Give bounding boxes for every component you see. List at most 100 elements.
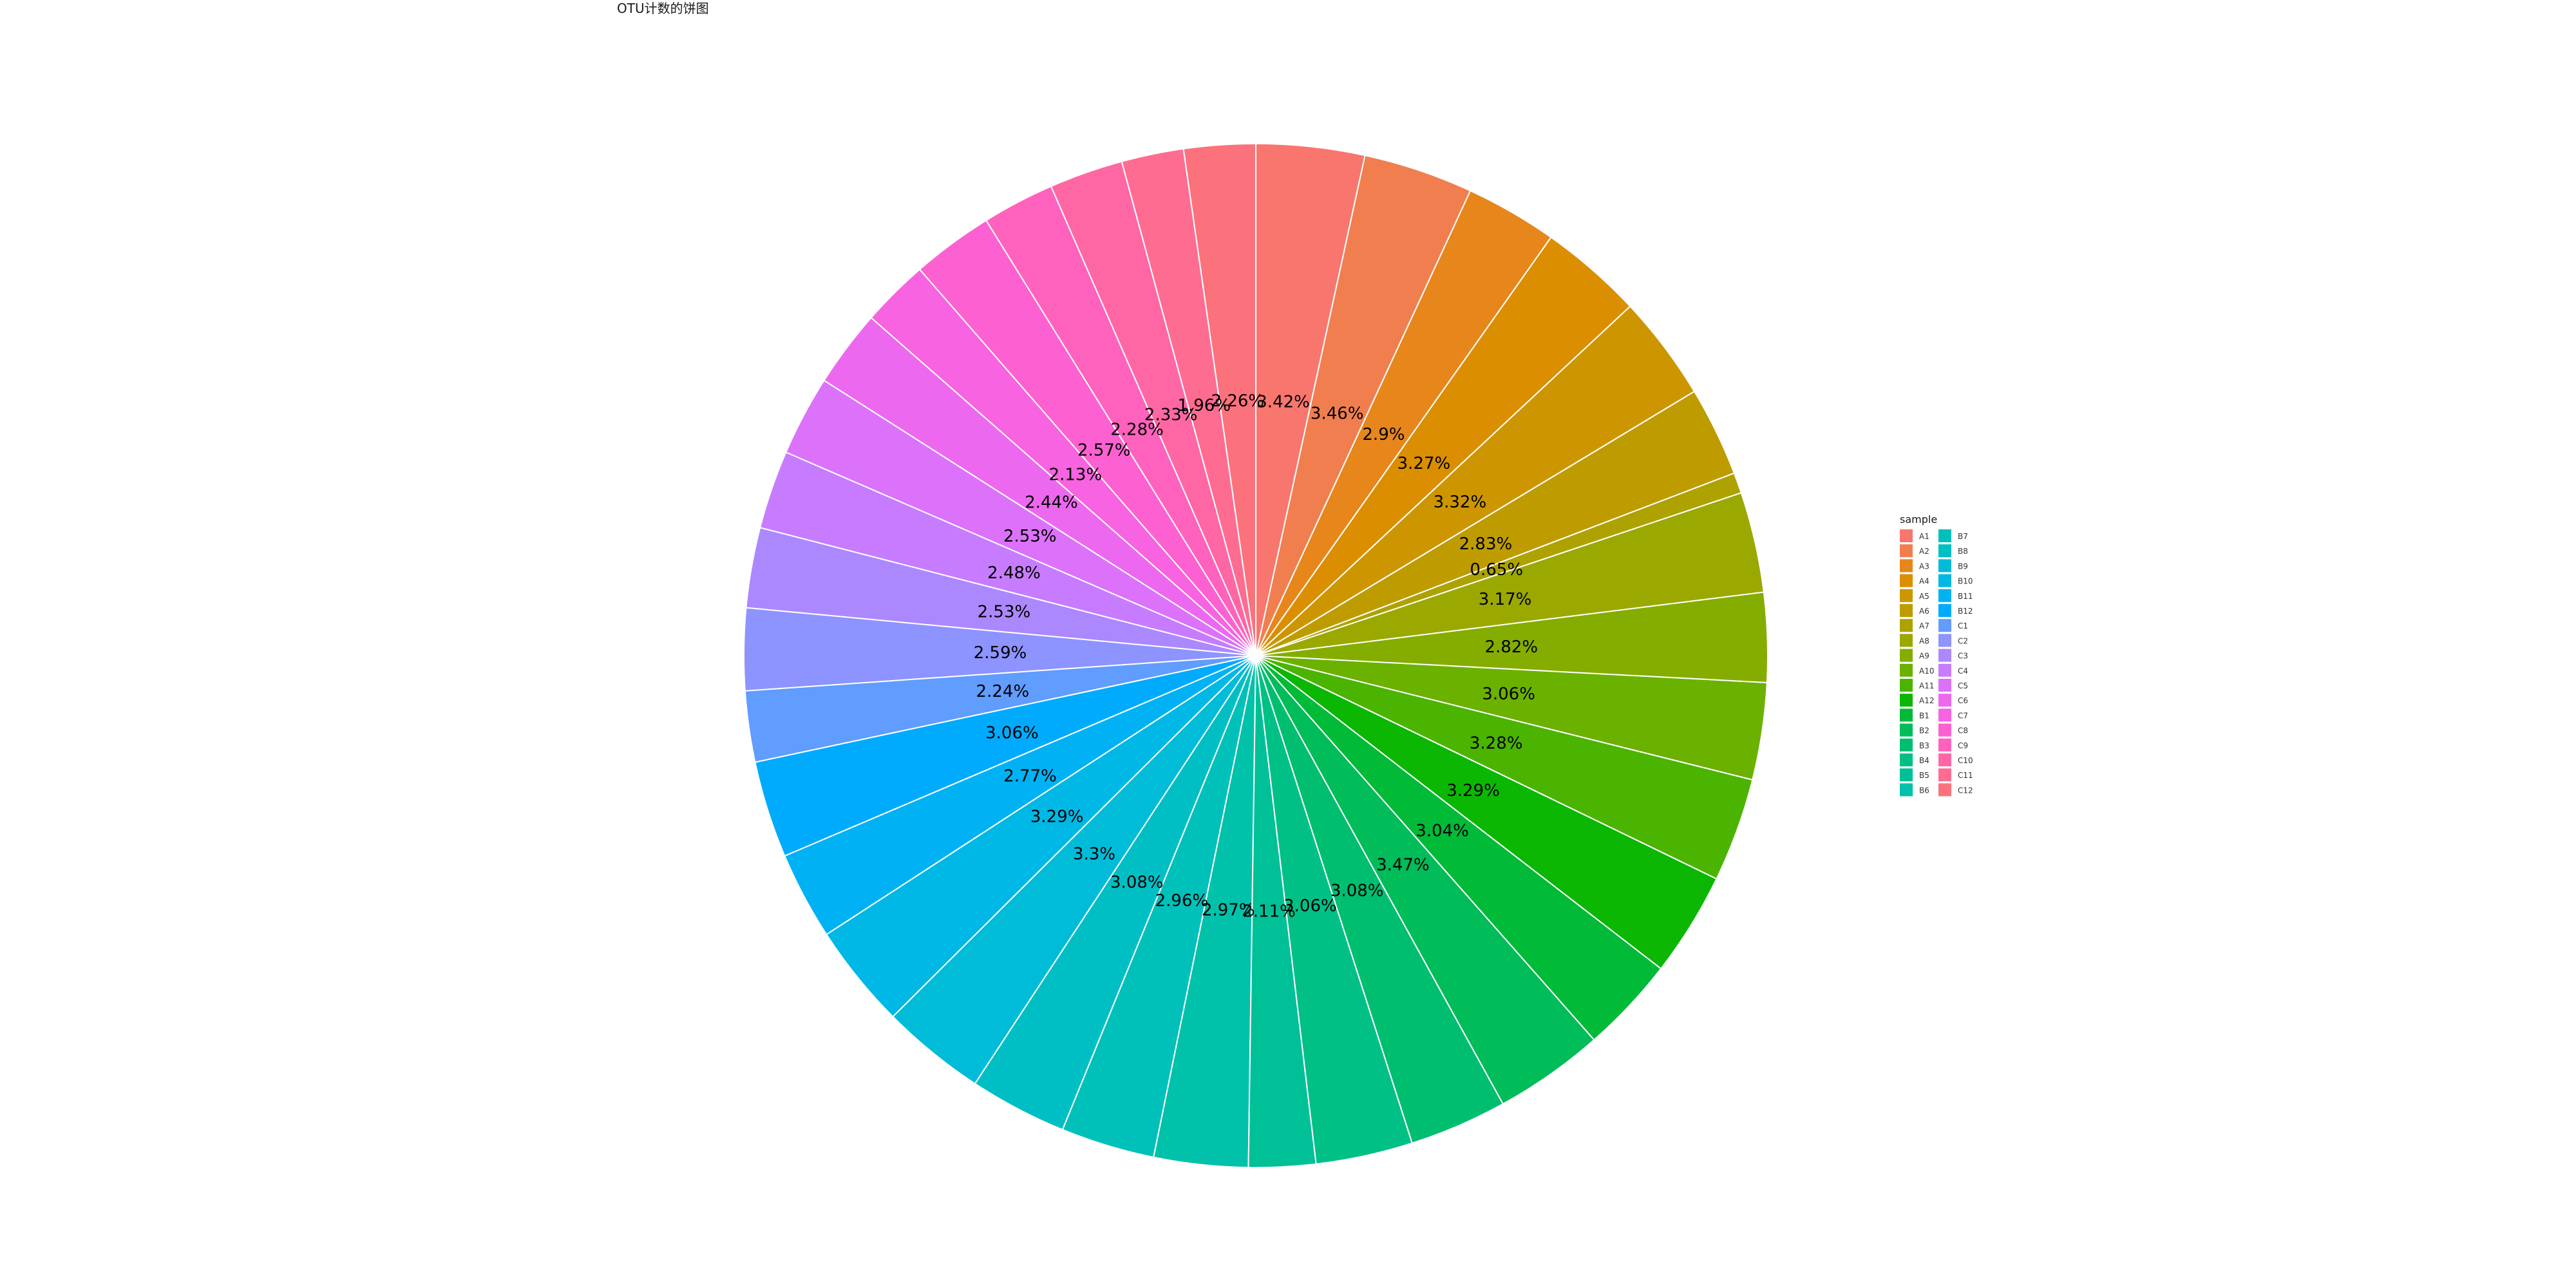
legend-swatch-c10 [1938,753,1951,766]
legend-label-b8: B8 [1958,547,1968,556]
legend-swatch-c4 [1938,663,1951,677]
pie-label-a5: 3.32% [1434,493,1487,512]
pie-label-b7: 2.96% [1155,891,1209,911]
legend-swatch-c8 [1938,723,1951,737]
legend-label-b1: B1 [1919,711,1929,720]
pie-label-b5: 2.11% [1242,902,1296,921]
legend-swatch-a9 [1900,649,1913,662]
legend-swatch-c5 [1938,679,1951,692]
legend-label-a3: A3 [1919,562,1929,571]
legend-label-a2: A2 [1919,547,1929,556]
legend-label-b10: B10 [1958,577,1973,586]
legend-swatch-b5 [1900,768,1913,782]
legend-label-b12: B12 [1958,607,1973,616]
legend-swatch-c1 [1938,619,1951,632]
legend-label-c10: C10 [1958,756,1973,765]
legend-swatch-b11 [1938,589,1951,602]
legend-swatch-c11 [1938,768,1951,782]
legend-label-a4: A4 [1919,577,1929,586]
pie-label-c11: 1.96% [1177,396,1231,415]
legend-swatch-c7 [1938,708,1951,722]
legend-label-b11: B11 [1958,592,1973,601]
legend-swatch-b1 [1900,708,1913,722]
legend-swatch-a6 [1900,604,1913,617]
legend-label-c12: C12 [1958,786,1973,795]
legend-label-c3: C3 [1958,652,1968,661]
pie-label-c8: 2.57% [1077,441,1131,460]
legend-label-c6: C6 [1958,696,1968,705]
pie-label-a1: 3.42% [1256,392,1310,412]
legend-label-c5: C5 [1958,681,1968,690]
legend: sample A1 A2 A3 A4 A5 A6 A7 A8 A9 A10 A11 A12 B1 B2 B3… [1900,513,1973,797]
legend-label-a10: A10 [1919,667,1934,676]
legend-label-b7: B7 [1958,532,1968,541]
legend-swatch-a3 [1900,559,1913,573]
legend-label-b2: B2 [1919,726,1929,735]
legend-swatch-a4 [1900,574,1913,587]
pie-label-c10: 2.33% [1144,406,1198,425]
legend-label-c7: C7 [1958,711,1968,720]
legend-swatch-c6 [1938,694,1951,707]
legend-label-b9: B9 [1958,562,1968,571]
legend-swatch-b3 [1900,738,1913,752]
legend-swatch-c3 [1938,649,1951,662]
legend-label-c4: C4 [1958,667,1968,676]
pie-label-b10: 3.29% [1030,807,1084,826]
legend-swatch-a5 [1900,589,1913,602]
pie-label-a9: 2.82% [1484,638,1538,657]
legend-label-c1: C1 [1958,621,1968,630]
legend-title: sample [1900,513,1937,526]
legend-swatch-a12 [1900,694,1913,707]
pie-slices [743,142,1768,1168]
pie-label-a11: 3.28% [1470,734,1523,753]
legend-label-c11: C11 [1958,771,1973,780]
legend-swatch-b10 [1938,574,1951,587]
legend-swatch-a11 [1900,679,1913,692]
legend-label-b3: B3 [1919,741,1929,750]
legend-swatch-b9 [1938,559,1951,573]
legend-swatch-b2 [1900,723,1913,737]
pie-label-a4: 3.27% [1397,454,1451,473]
pie-label-c9: 2.28% [1110,420,1164,439]
pie-label-a8: 3.17% [1479,590,1532,609]
legend-label-a7: A7 [1919,621,1929,630]
legend-swatch-c9 [1938,738,1951,752]
pie-label-c5: 2.53% [1003,527,1057,546]
legend-swatch-b8 [1938,544,1951,558]
legend-label-c9: C9 [1958,741,1968,750]
pie-label-b1: 3.04% [1416,822,1469,841]
legend-swatch-a7 [1900,619,1913,632]
legend-label-c8: C8 [1958,726,1968,735]
legend-label-b6: B6 [1919,786,1929,795]
legend-label-c2: C2 [1958,636,1968,645]
legend-label-b5: B5 [1919,771,1929,780]
legend-label-a9: A9 [1919,652,1929,661]
legend-swatch-b7 [1938,529,1951,542]
legend-swatch-a8 [1900,634,1913,647]
pie-label-a12: 3.29% [1446,781,1500,800]
legend-label-a8: A8 [1919,636,1929,645]
legend-swatch-a2 [1900,544,1913,558]
legend-label-b4: B4 [1919,756,1929,765]
pie-label-a6: 2.83% [1459,535,1513,554]
legend-label-a5: A5 [1919,592,1929,601]
pie-label-a7: 0.65% [1470,560,1523,580]
legend-swatch-c2 [1938,634,1951,647]
legend-label-a11: A11 [1919,681,1934,690]
pie-label-c7: 2.13% [1049,466,1103,485]
pie-label-b4: 3.06% [1283,896,1337,916]
pie-label-b6: 2.97% [1202,901,1255,920]
pie-label-c3: 2.53% [978,603,1031,622]
pie-label-a3: 2.9% [1362,425,1405,444]
legend-swatch-b12 [1938,604,1951,617]
pie-label-c4: 2.48% [987,564,1041,583]
pie-label-c1: 2.24% [976,682,1030,701]
pie-label-b12: 3.06% [985,724,1039,743]
pie-label-b9: 3.3% [1073,845,1115,864]
legend-swatch-b6 [1900,783,1913,797]
pie-label-b8: 3.08% [1110,873,1164,892]
legend-swatch-a1 [1900,529,1913,542]
pie-label-c12: 2.26% [1211,392,1265,411]
legend-label-a6: A6 [1919,607,1929,616]
